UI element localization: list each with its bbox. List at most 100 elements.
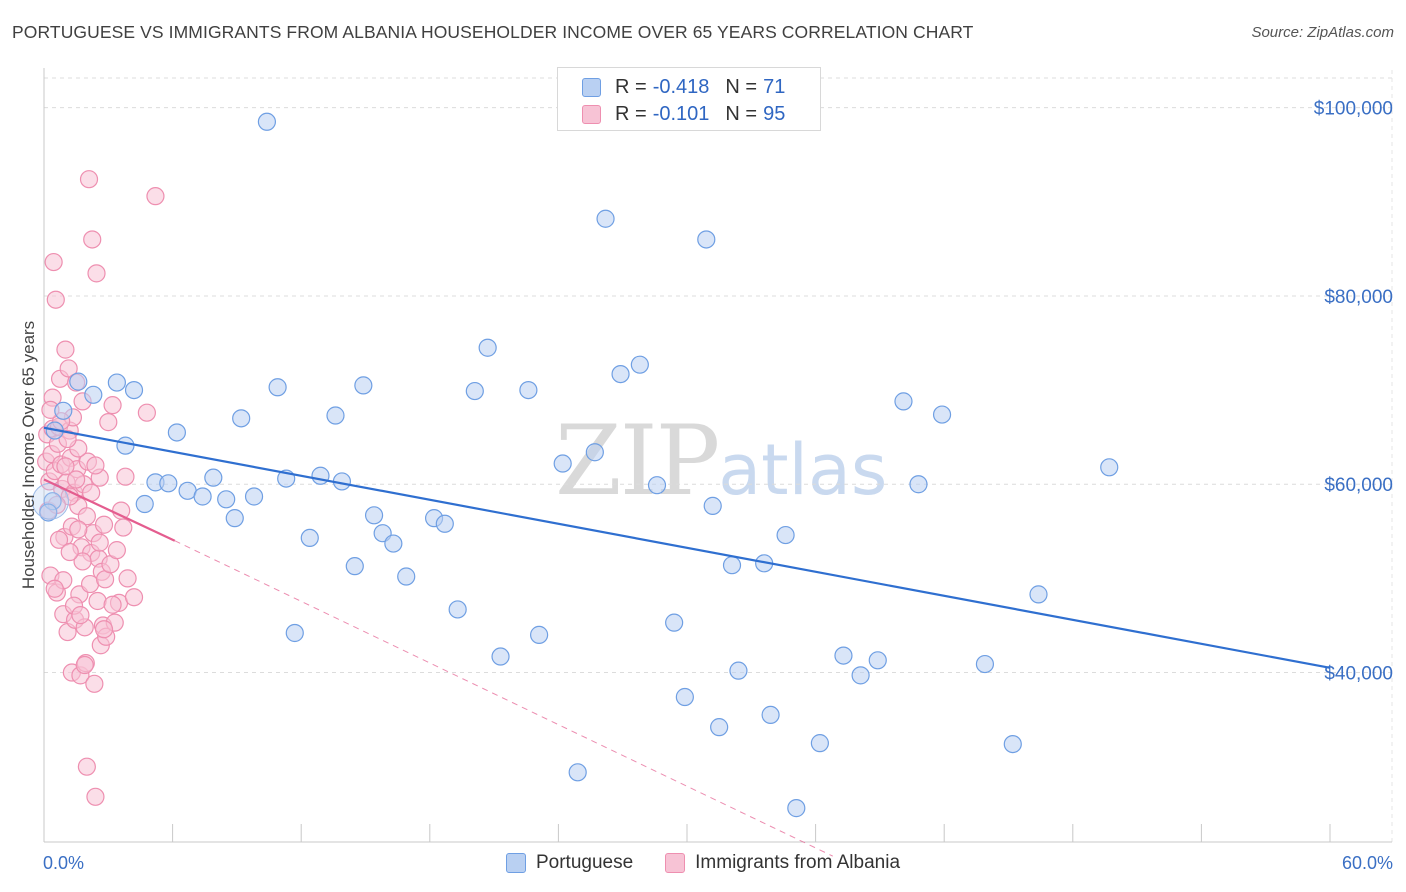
point-portuguese — [244, 487, 264, 506]
point-albania — [116, 467, 135, 486]
point-albania — [95, 570, 115, 589]
correlation-legend: R = -0.418 N = 71 R = -0.101 N = 95 — [557, 67, 821, 131]
data-points — [31, 112, 1331, 818]
point-portuguese — [710, 718, 729, 737]
point-portuguese — [761, 705, 780, 725]
point-portuguese — [311, 466, 330, 485]
point-albania — [90, 533, 109, 552]
legend-n-label: N = — [725, 102, 758, 125]
point-portuguese — [675, 687, 694, 707]
point-portuguese — [107, 373, 126, 392]
point-albania — [137, 403, 156, 422]
series-legend-portuguese[interactable]: Portuguese — [505, 852, 634, 874]
watermark-zip: ZIP — [555, 405, 720, 517]
point-portuguese — [776, 525, 795, 545]
point-portuguese — [54, 401, 73, 420]
trend-lines — [174, 540, 833, 857]
point-albania — [146, 187, 165, 206]
point-portuguese — [932, 405, 952, 424]
point-portuguese — [868, 651, 887, 670]
point-portuguese — [568, 763, 587, 782]
legend-swatch-albania — [582, 104, 601, 124]
point-portuguese — [894, 392, 913, 411]
point-portuguese — [354, 376, 373, 395]
point-albania — [58, 429, 77, 449]
point-albania — [86, 456, 105, 475]
point-portuguese — [519, 380, 538, 400]
point-albania — [71, 606, 90, 625]
point-portuguese — [435, 514, 454, 533]
point-portuguese — [204, 468, 223, 487]
point-albania — [75, 655, 94, 675]
point-albania — [60, 542, 79, 562]
point-portuguese — [665, 613, 684, 632]
x-tick-label-min: 0.0% — [43, 853, 84, 873]
legend-r-label: R = — [615, 102, 647, 125]
y-axis-label: Householder Income Over 65 years — [19, 321, 38, 589]
point-portuguese — [69, 372, 88, 391]
point-albania — [87, 264, 106, 283]
point-portuguese — [116, 436, 135, 455]
point-portuguese — [448, 600, 467, 619]
point-portuguese — [39, 503, 58, 522]
point-albania — [59, 359, 78, 378]
point-albania — [103, 396, 122, 415]
point-portuguese — [1029, 585, 1048, 604]
watermark: ZIPatlas — [555, 405, 887, 517]
point-portuguese — [345, 557, 364, 576]
point-portuguese — [135, 494, 154, 514]
legend-row-portuguese: R = -0.418 N = 71 — [582, 74, 785, 100]
point-albania — [99, 413, 118, 432]
legend-r-value: -0.418 — [652, 75, 710, 98]
series-swatch-albania — [665, 853, 686, 873]
point-portuguese — [285, 623, 304, 643]
point-portuguese — [530, 625, 549, 644]
point-portuguese — [553, 454, 572, 473]
point-albania — [114, 518, 133, 537]
point-portuguese — [703, 496, 722, 515]
point-albania — [103, 595, 122, 614]
point-portuguese — [1003, 734, 1022, 754]
y-tick-label: $80,000 — [1324, 287, 1393, 308]
point-portuguese — [851, 666, 870, 685]
trend-line-1 — [43, 478, 176, 542]
point-albania — [49, 530, 69, 549]
point-portuguese — [257, 112, 277, 131]
point-albania — [44, 252, 63, 272]
point-portuguese — [225, 509, 244, 528]
chart-title: PORTUGUESE VS IMMIGRANTS FROM ALBANIA HO… — [12, 22, 974, 42]
axes: $40,000 $60,000 $80,000 $100,000 — [43, 68, 1393, 843]
point-portuguese — [217, 490, 236, 509]
watermark-atlas: atlas — [718, 429, 888, 511]
series-swatch-portuguese — [505, 853, 526, 873]
trend-line-0 — [43, 426, 1331, 669]
legend-r-value: -0.101 — [652, 102, 710, 125]
point-portuguese — [268, 378, 287, 397]
chart-source: Source: ZipAtlas.com — [1251, 24, 1394, 41]
point-portuguese — [167, 423, 186, 442]
trend-extension-1 — [174, 540, 833, 857]
point-albania — [56, 457, 75, 476]
x-tick-label-max: 60.0% — [1342, 853, 1393, 873]
point-albania — [69, 520, 88, 539]
point-portuguese — [729, 661, 748, 680]
point-portuguese — [232, 409, 251, 428]
series-name-portuguese: Portuguese — [535, 852, 634, 873]
y-tick-label: $100,000 — [1314, 99, 1393, 120]
point-albania — [118, 569, 137, 588]
legend-r-label: R = — [615, 75, 647, 98]
series-legend: Portuguese Immigrants from Albania — [0, 852, 1406, 874]
point-portuguese — [722, 556, 742, 575]
series-legend-albania[interactable]: Immigrants from Albania — [665, 852, 900, 874]
point-albania — [56, 340, 75, 359]
legend-row-albania: R = -0.101 N = 95 — [582, 101, 785, 127]
point-portuguese — [787, 799, 806, 818]
point-portuguese — [465, 381, 484, 401]
point-portuguese — [834, 646, 853, 665]
point-albania — [88, 591, 107, 611]
point-portuguese — [300, 528, 319, 548]
y-tick-label: $60,000 — [1324, 475, 1393, 496]
point-albania — [45, 579, 64, 598]
legend-swatch-portuguese — [582, 77, 601, 97]
